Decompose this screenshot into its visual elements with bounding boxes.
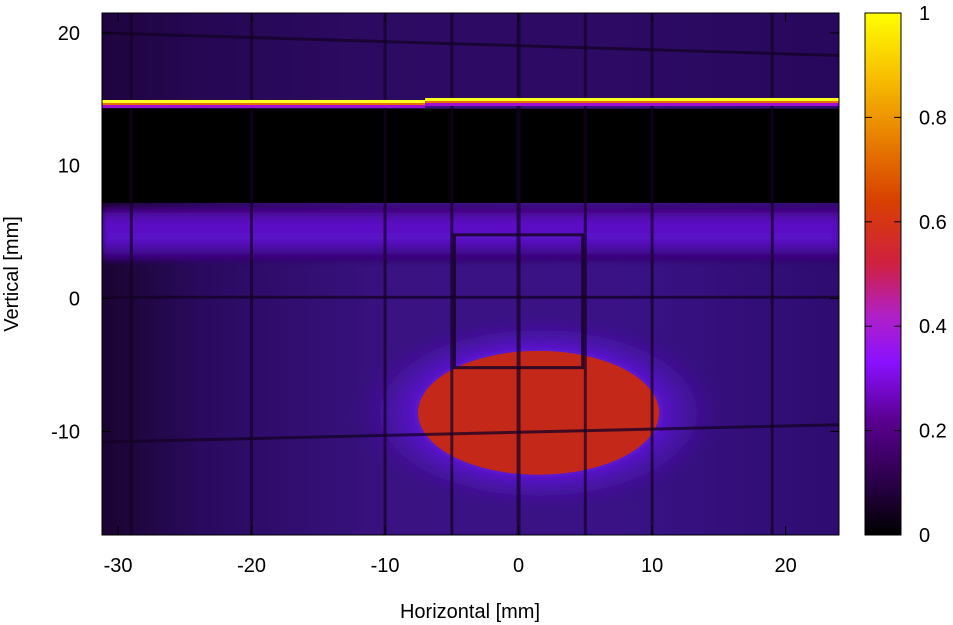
x-tick-label: -20 xyxy=(237,555,266,577)
colorbar-tick-label: 1 xyxy=(919,3,930,25)
x-tick-label: -30 xyxy=(104,555,133,577)
y-tick-label: 0 xyxy=(69,289,80,311)
y-tick-label: -10 xyxy=(51,421,80,443)
x-tick-label: 20 xyxy=(774,555,796,577)
colorbar-tick-label: 0.8 xyxy=(919,107,947,129)
bright-line xyxy=(102,97,839,108)
bright-line-core xyxy=(425,97,839,101)
x-tick-label: -10 xyxy=(371,555,400,577)
x-axis-label: Horizontal [mm] xyxy=(400,601,540,623)
x-tick-label: 0 xyxy=(513,555,524,577)
frame-rectangle xyxy=(452,233,585,370)
y-axis-label: Vertical [mm] xyxy=(1,216,23,332)
plot-border xyxy=(101,12,840,536)
wire-horizontal xyxy=(102,31,839,58)
heatmap-plot-area xyxy=(102,13,839,535)
colorbar-tick-label: 0.4 xyxy=(919,316,947,338)
bright-line-fringe xyxy=(102,104,426,108)
heatmap-dark-band xyxy=(102,108,839,203)
x-tick-label: 10 xyxy=(641,555,663,577)
bright-line-edge xyxy=(102,102,426,105)
beam-spot-core xyxy=(418,350,660,475)
colorbar-gradient xyxy=(864,12,902,536)
colorbar-tick-label: 0.2 xyxy=(919,421,947,443)
y-tick-label: 10 xyxy=(58,156,80,178)
colorbar-ticks: 0 0.2 0.4 0.6 0.8 1 xyxy=(865,3,947,547)
bright-line-edge xyxy=(425,100,839,103)
colorbar-tick-label: 0.6 xyxy=(919,212,947,234)
bright-line-core xyxy=(102,99,426,103)
x-axis-ticks: -30 -20 -10 0 10 20 xyxy=(104,13,797,577)
y-axis-ticks: -10 0 10 20 xyxy=(51,23,839,443)
colorbar-tick-label: 0 xyxy=(919,525,930,547)
bright-line-fringe xyxy=(425,102,839,106)
y-tick-label: 20 xyxy=(58,23,80,45)
wire-horizontal xyxy=(102,423,839,444)
heatmap-upper-region xyxy=(102,13,839,103)
